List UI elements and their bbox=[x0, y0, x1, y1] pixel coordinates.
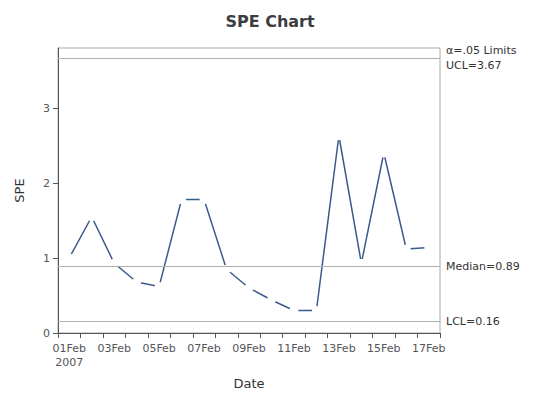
svg-text:LCL=0.16: LCL=0.16 bbox=[446, 315, 500, 328]
svg-text:1: 1 bbox=[43, 252, 50, 265]
svg-text:3: 3 bbox=[43, 102, 50, 115]
svg-text:2: 2 bbox=[43, 177, 50, 190]
svg-text:Median=0.89: Median=0.89 bbox=[446, 260, 520, 273]
svg-text:03Feb: 03Feb bbox=[97, 342, 130, 355]
svg-text:01Feb: 01Feb bbox=[52, 342, 85, 355]
svg-text:15Feb: 15Feb bbox=[367, 342, 400, 355]
svg-text:0: 0 bbox=[43, 327, 50, 340]
svg-text:05Feb: 05Feb bbox=[142, 342, 175, 355]
svg-text:SPE Chart: SPE Chart bbox=[225, 12, 315, 31]
svg-text:SPE: SPE bbox=[12, 178, 27, 202]
svg-text:Date: Date bbox=[233, 376, 264, 391]
svg-text:09Feb: 09Feb bbox=[232, 342, 265, 355]
svg-text:13Feb: 13Feb bbox=[322, 342, 355, 355]
svg-text:2007: 2007 bbox=[55, 356, 83, 369]
svg-text:17Feb: 17Feb bbox=[412, 342, 445, 355]
svg-text:11Feb: 11Feb bbox=[277, 342, 310, 355]
svg-text:α=.05 Limits: α=.05 Limits bbox=[446, 44, 517, 57]
svg-text:UCL=3.67: UCL=3.67 bbox=[446, 59, 502, 72]
svg-text:07Feb: 07Feb bbox=[187, 342, 220, 355]
